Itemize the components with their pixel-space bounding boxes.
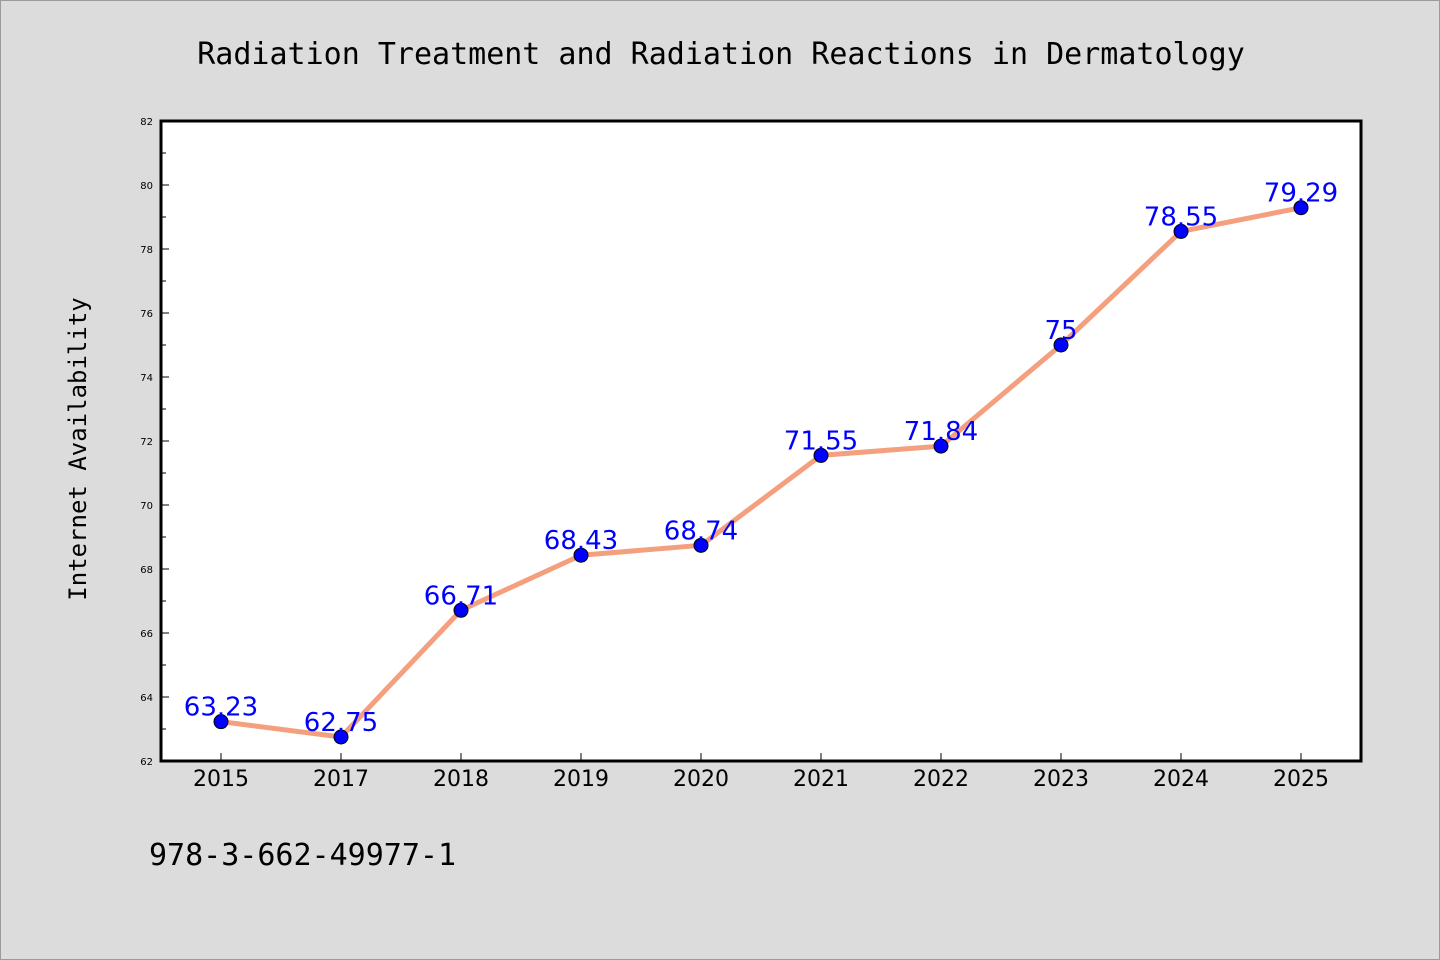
y-tick-label: 68 xyxy=(140,565,153,576)
data-label: 71.84 xyxy=(904,417,978,447)
y-tick-label: 62 xyxy=(140,757,153,768)
isbn-text: 978-3-662-49977-1 xyxy=(149,838,456,873)
series-line xyxy=(218,205,1304,740)
y-tick-label: 76 xyxy=(140,309,153,320)
data-label: 78.55 xyxy=(1144,202,1218,232)
y-axis-ticks: 62 64 66 68 70 72 74 76 78 80 82 xyxy=(140,117,169,768)
data-label: 63.23 xyxy=(184,693,258,723)
y-tick-label: 82 xyxy=(140,117,153,128)
data-point xyxy=(1053,337,1069,353)
data-label: 62.75 xyxy=(304,708,378,738)
x-tick-label: 2022 xyxy=(913,767,969,792)
y-tick-label: 64 xyxy=(140,693,153,704)
series-line-group xyxy=(218,205,1304,740)
x-tick-label: 2018 xyxy=(433,767,489,792)
x-tick-label: 2017 xyxy=(313,767,369,792)
y-tick-label: 72 xyxy=(140,437,153,448)
x-tick-label: 2025 xyxy=(1273,767,1329,792)
x-tick-label: 2023 xyxy=(1033,767,1089,792)
data-label: 75 xyxy=(1044,316,1077,346)
y-axis-label: Internet Availability xyxy=(64,297,92,600)
data-labels: 63.23 62.75 66.71 68.43 68.74 71.55 71.84 75 78.… xyxy=(184,179,1338,738)
y-tick-label: 66 xyxy=(140,629,153,640)
data-point xyxy=(573,547,589,563)
y-tick-label: 74 xyxy=(140,373,153,384)
y-tick-label: 78 xyxy=(140,245,153,256)
x-axis-ticks: 2015 2017 2018 2019 2020 2021 2022 2023 2024 2025 xyxy=(193,753,1329,792)
y-tick-label: 70 xyxy=(140,501,153,512)
data-label: 68.74 xyxy=(664,516,738,546)
x-tick-label: 2024 xyxy=(1153,767,1209,792)
data-point xyxy=(813,447,829,463)
data-point xyxy=(1293,200,1309,216)
data-label: 71.55 xyxy=(784,426,858,456)
x-tick-label: 2021 xyxy=(793,767,849,792)
x-tick-label: 2015 xyxy=(193,767,249,792)
data-point xyxy=(213,714,229,730)
data-label: 68.43 xyxy=(544,526,618,556)
data-point xyxy=(1173,223,1189,239)
data-point xyxy=(333,729,349,745)
y-tick-label: 80 xyxy=(140,181,153,192)
data-label: 66.71 xyxy=(424,581,498,611)
plot-area xyxy=(159,119,1363,763)
x-tick-label: 2020 xyxy=(673,767,729,792)
data-markers xyxy=(213,200,1309,745)
data-point xyxy=(453,602,469,618)
x-tick-label: 2019 xyxy=(553,767,609,792)
chart-title: Radiation Treatment and Radiation Reacti… xyxy=(197,37,1245,72)
data-label: 79.29 xyxy=(1264,179,1338,209)
data-point xyxy=(693,537,709,553)
data-point xyxy=(933,438,949,454)
